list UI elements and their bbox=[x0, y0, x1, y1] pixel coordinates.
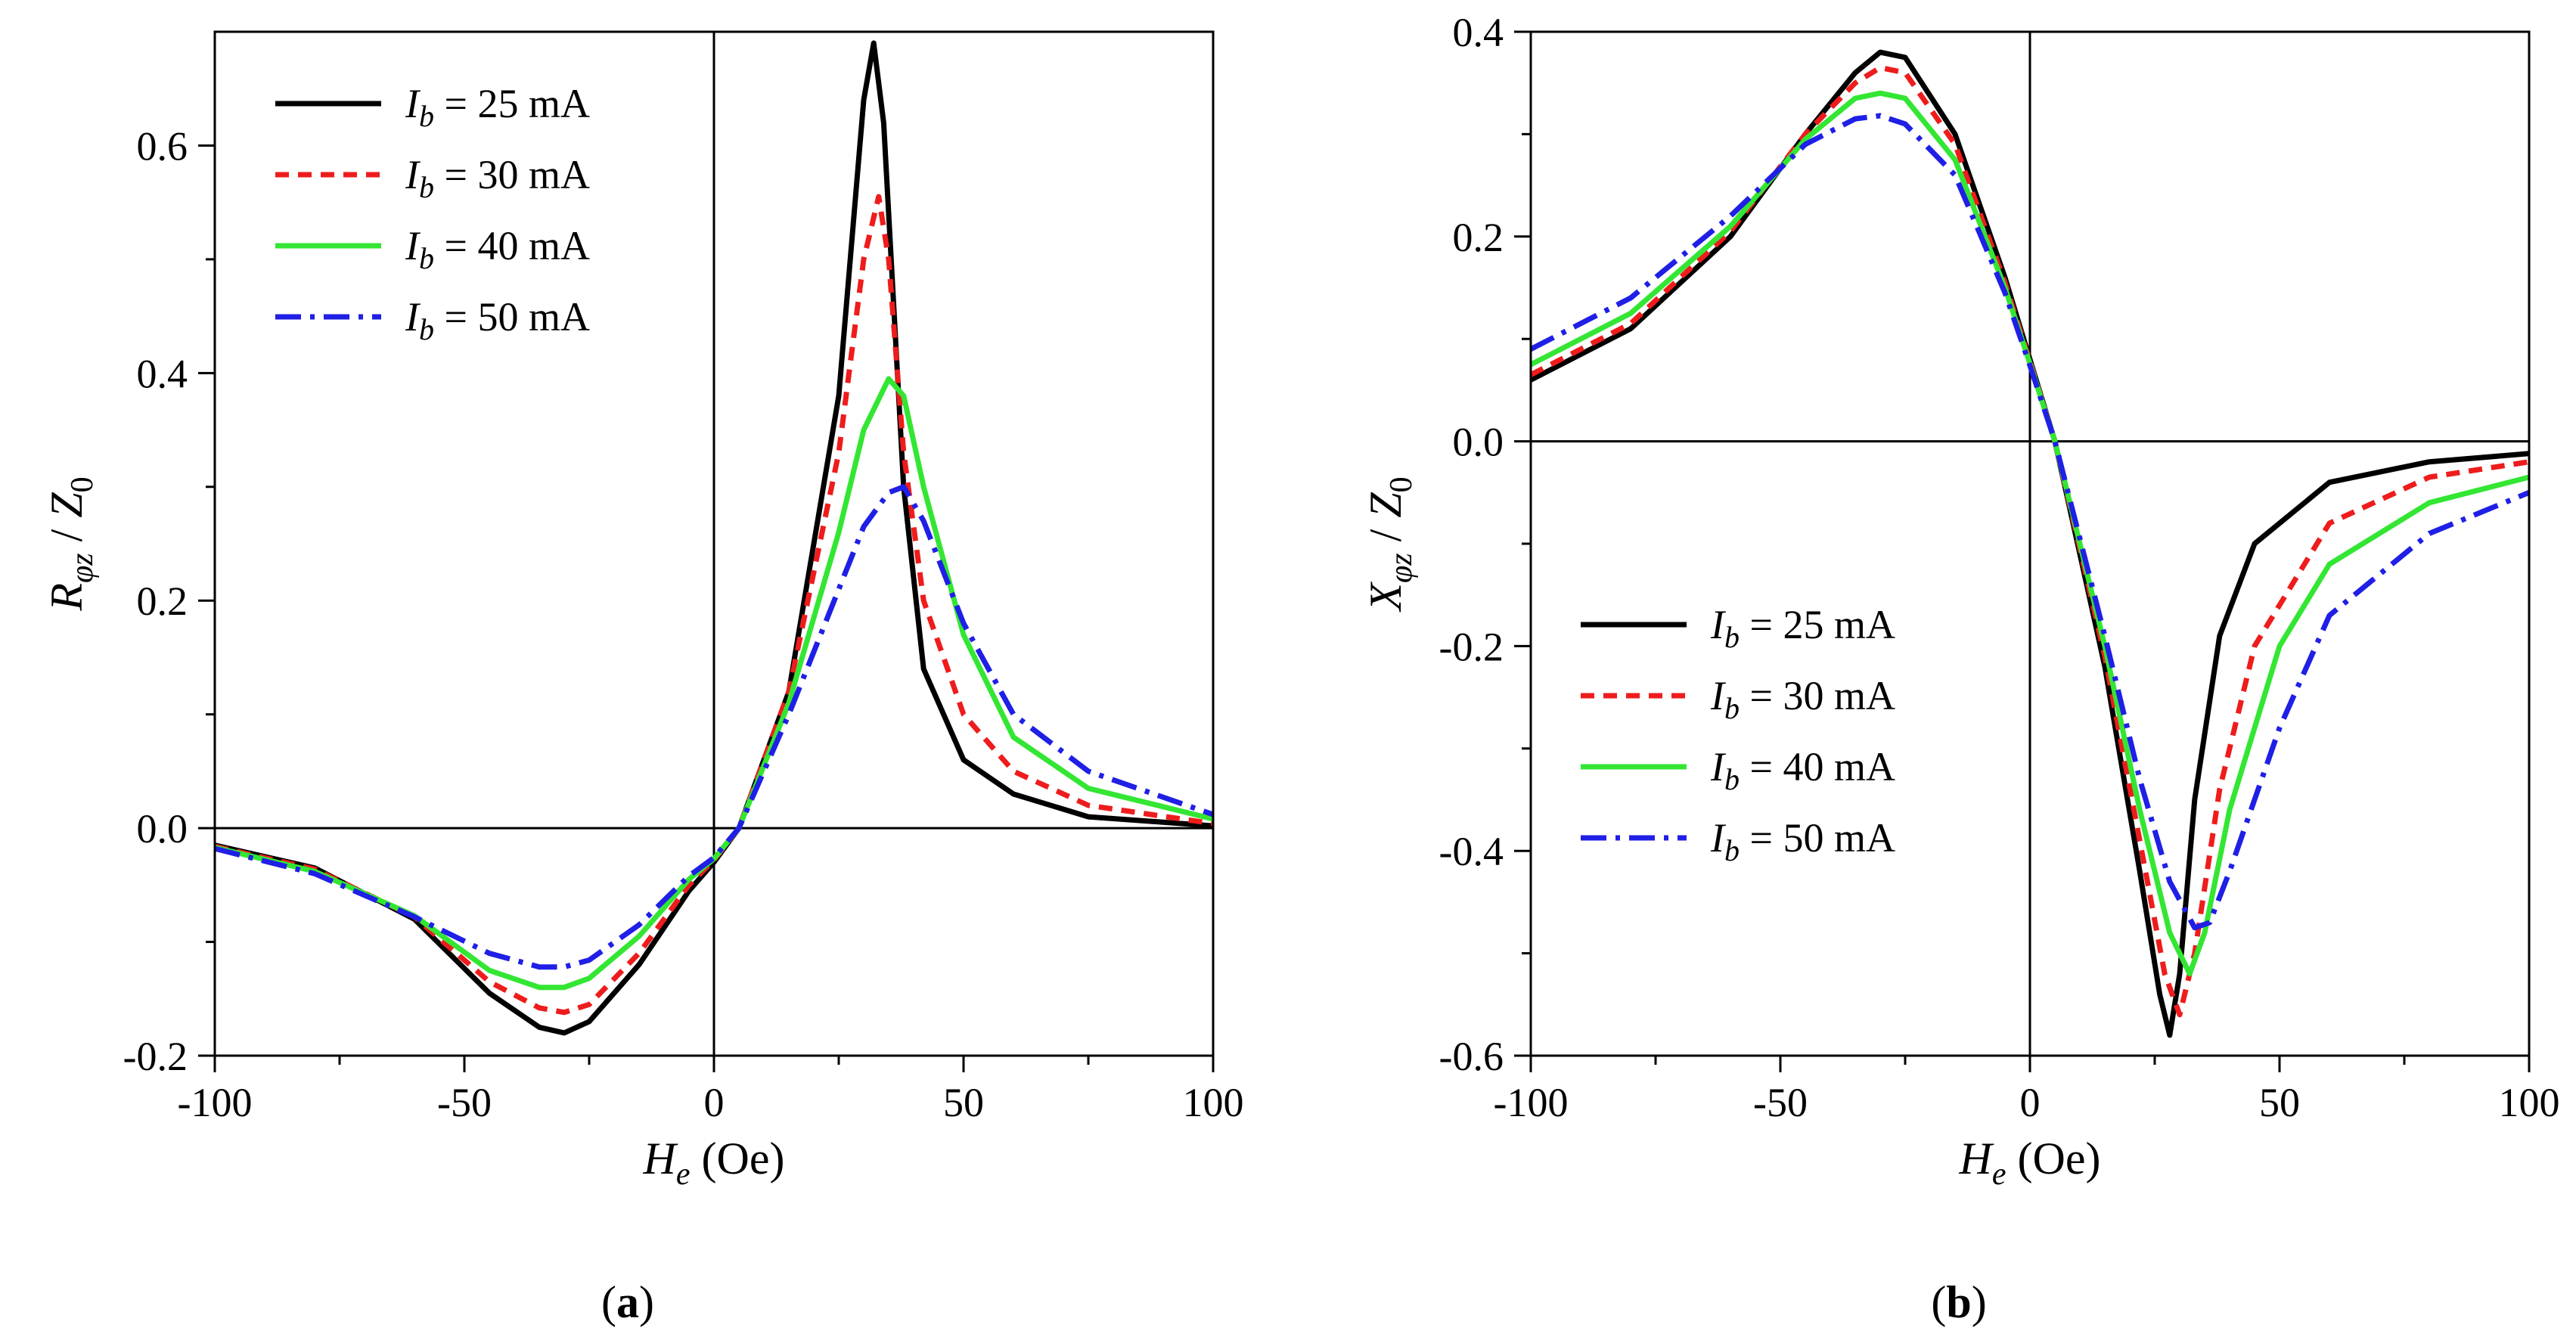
legend-label-4: Ib = 50 mA bbox=[1710, 815, 1895, 867]
x-tick-label: -50 bbox=[437, 1080, 492, 1125]
panel-a-y-axis-title: Rφz / Z0 bbox=[42, 476, 100, 611]
y-tick-label: -0.4 bbox=[1439, 829, 1504, 874]
legend-label-1: Ib = 25 mA bbox=[405, 81, 590, 133]
x-tick-label: 0 bbox=[704, 1080, 725, 1125]
x-tick-label: 50 bbox=[2259, 1080, 2300, 1125]
panel-b-y-axis-title: Xφz / Z0 bbox=[1361, 476, 1419, 612]
y-tick-label: 0.6 bbox=[137, 123, 188, 169]
panel-b-series bbox=[1531, 49, 2529, 1038]
y-tick-label: -0.6 bbox=[1439, 1034, 1504, 1079]
panel-a-x-axis-title: He (Oe) bbox=[643, 1134, 785, 1192]
legend-label-2: Ib = 30 mA bbox=[1710, 673, 1895, 725]
series-line-4 bbox=[215, 484, 1213, 970]
y-tick-label: -0.2 bbox=[1439, 624, 1504, 669]
x-tick-label: 0 bbox=[2020, 1080, 2041, 1125]
y-tick-label: -0.2 bbox=[123, 1034, 188, 1079]
series-line-4 bbox=[1531, 113, 2529, 931]
y-tick-label: 0.4 bbox=[137, 351, 188, 396]
x-tick-label: -100 bbox=[1494, 1080, 1569, 1125]
x-tick-label: -50 bbox=[1753, 1080, 1808, 1125]
y-tick-label: 0.0 bbox=[137, 806, 188, 851]
panel-a-ticks: -100 -50 0 50 100 -0.2 0.0 0.2 0.4 0.6 bbox=[123, 123, 1244, 1125]
legend-label-1: Ib = 25 mA bbox=[1710, 602, 1895, 654]
y-tick-label: 0.2 bbox=[1453, 215, 1504, 260]
legend-label-4: Ib = 50 mA bbox=[405, 294, 590, 346]
panel-b-x-axis-title: He (Oe) bbox=[1959, 1134, 2101, 1192]
panel-b-reference-lines bbox=[1531, 32, 2529, 1056]
legend-label-3: Ib = 40 mA bbox=[1710, 744, 1895, 796]
panel-a-reference-lines bbox=[215, 32, 1213, 1056]
y-tick-label: 0.4 bbox=[1453, 10, 1504, 55]
series-line-3 bbox=[1531, 90, 2529, 977]
y-tick-label: 0.2 bbox=[137, 578, 188, 624]
panel-a-chart: -100 -50 0 50 100 -0.2 0.0 0.2 0.4 0.6 Ib = 25 mA… bbox=[42, 30, 1244, 1327]
x-tick-label: -100 bbox=[178, 1080, 253, 1125]
panel-b-ticks: -100 -50 0 50 100 -0.6 -0.4 -0.2 0.0 0.2 0.4 bbox=[1439, 10, 2560, 1125]
panel-b-legend: Ib = 25 mA Ib = 30 mA Ib = 40 mA Ib = 50 mA bbox=[1581, 602, 1895, 867]
panel-b-chart: -100 -50 0 50 100 -0.6 -0.4 -0.2 0.0 0.2 0.4 Ib = … bbox=[1361, 10, 2560, 1327]
panel-a-series bbox=[215, 40, 1213, 1036]
x-tick-label: 100 bbox=[1183, 1080, 1244, 1125]
x-tick-label: 100 bbox=[2499, 1080, 2560, 1125]
legend-label-2: Ib = 30 mA bbox=[405, 152, 590, 204]
panel-a-legend: Ib = 25 mA Ib = 30 mA Ib = 40 mA Ib = 50 mA bbox=[275, 81, 590, 346]
panel-a-label: (a) bbox=[601, 1277, 654, 1327]
panel-b-label: (b) bbox=[1931, 1277, 1986, 1327]
legend-label-3: Ib = 40 mA bbox=[405, 223, 590, 275]
y-tick-label: 0.0 bbox=[1453, 420, 1504, 465]
x-tick-label: 50 bbox=[943, 1080, 984, 1125]
